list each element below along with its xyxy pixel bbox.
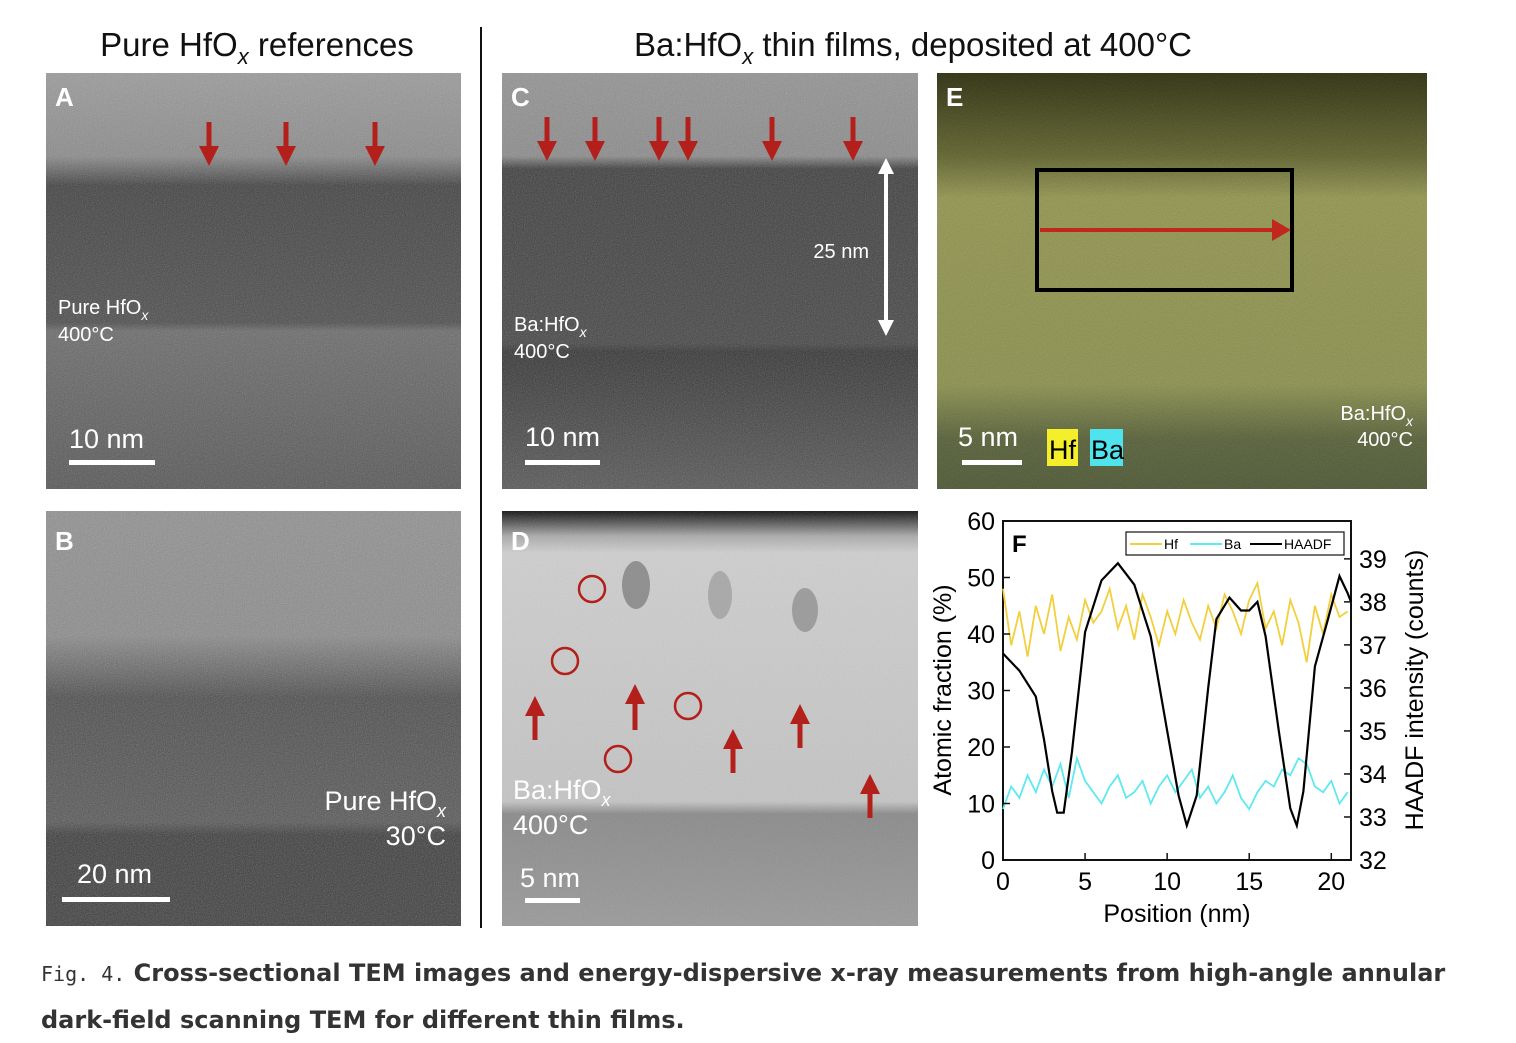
region-box [1035, 168, 1294, 292]
scale-bar [525, 898, 580, 903]
series-line-hf [1002, 580, 1349, 663]
series-line-ba [1002, 755, 1349, 811]
hf-legend-swatch [1047, 429, 1078, 466]
x-tick-label: 0 [996, 868, 1010, 896]
sample-label: Pure HfOx [58, 297, 149, 323]
scale-bar-label: 5 nm [520, 863, 580, 893]
y-tick-label: 40 [967, 621, 995, 649]
panel-c: C 25 nm Ba:HfOx 400°C 10 nm [502, 73, 918, 489]
caption-label: Fig. 4. [41, 962, 126, 986]
legend-box [1125, 531, 1345, 556]
x-tick-label: 5 [1078, 868, 1092, 896]
temperature-label: 400°C [1357, 429, 1413, 451]
y-tick-label: 20 [967, 734, 995, 762]
y2-tick-label: 32 [1359, 847, 1387, 875]
thickness-label: 25 nm [813, 241, 869, 263]
caption-text: Cross-sectional TEM images and energy-di… [41, 959, 1446, 1034]
circle-marker-icon [550, 646, 580, 676]
scale-bar [62, 897, 170, 902]
temperature-label: 400°C [58, 324, 114, 346]
red-arrows [537, 117, 863, 161]
y2-tick-label: 37 [1359, 632, 1387, 660]
temperature-label: 30°C [386, 821, 446, 851]
scale-bar [525, 460, 600, 465]
panel-letter: F [1012, 531, 1027, 558]
panel-letter: E [946, 82, 963, 112]
y-axis-label: Atomic fraction (%) [929, 584, 957, 795]
plot-area [1002, 520, 1352, 861]
y2-tick-label: 36 [1359, 675, 1387, 703]
ticks-layer: 0 5 10 15 20 0 10 20 30 40 50 60 32 33 34 35 36 37 38 39 [967, 508, 1387, 896]
x-axis-label: Position (nm) [1103, 900, 1250, 928]
scale-bar-label: 10 nm [525, 422, 600, 452]
sample-label: Ba:HfOx [513, 775, 612, 810]
x-tick-label: 15 [1235, 868, 1263, 896]
heading-ba-hfox: Ba:HfOx thin films, deposited at 400°C [634, 26, 1192, 69]
panel-e: E Ba:HfOx 400°C 5 nm Hf Ba [937, 73, 1427, 489]
temperature-label: 400°C [514, 341, 570, 363]
sample-label: Pure HfOx [324, 786, 447, 821]
panel-letter: D [511, 526, 530, 556]
ba-legend-label: Ba [1091, 435, 1125, 465]
y-tick-label: 0 [981, 847, 995, 875]
panel-letter: A [55, 82, 74, 112]
red-arrows [525, 684, 880, 818]
profile-arrowhead-icon [1272, 219, 1291, 241]
panel-letter: C [511, 82, 530, 112]
panel-a: A Pure HfOx 400°C 10 nm [46, 73, 461, 489]
scale-bar-label: 20 nm [77, 859, 152, 889]
y2-tick-label: 39 [1359, 546, 1387, 574]
figure-caption: Fig. 4. Cross-sectional TEM images and e… [41, 950, 1461, 1043]
series-line-haadf [1002, 561, 1353, 830]
y2-tick-label: 33 [1359, 804, 1387, 832]
legend: Hf Ba HAADF [1125, 531, 1345, 556]
y-tick-label: 10 [967, 791, 995, 819]
heading-pure-hfox: Pure HfOx references [100, 26, 414, 69]
sample-label: Ba:HfOx [1340, 403, 1414, 429]
legend-label-hf: Hf [1164, 536, 1178, 552]
legend-label-ba: Ba [1224, 536, 1241, 552]
panel-d: D Ba:HfOx 400°C 5 nm [502, 511, 918, 926]
y2-tick-label: 35 [1359, 718, 1387, 746]
x-tick-label: 10 [1153, 868, 1181, 896]
sample-label: Ba:HfOx [514, 314, 588, 340]
y2-tick-label: 38 [1359, 589, 1387, 617]
temperature-label: 400°C [513, 810, 588, 840]
legend-label-haadf: HAADF [1284, 536, 1331, 552]
circle-marker-icon [673, 691, 703, 721]
series-layer [1002, 561, 1353, 830]
y2-axis-label: HAADF intensity (counts) [1401, 550, 1429, 831]
scale-bar [69, 460, 155, 465]
y2-tick-label: 34 [1359, 761, 1387, 789]
ba-legend-swatch [1090, 429, 1123, 466]
scale-bar-label: 5 nm [958, 422, 1018, 452]
hf-legend-label: Hf [1049, 435, 1076, 465]
panel-b: B Pure HfOx 30°C 20 nm [46, 511, 461, 926]
circle-marker-icon [577, 574, 607, 604]
red-circles [550, 574, 703, 774]
y-tick-label: 60 [967, 508, 995, 536]
scale-bar [962, 460, 1022, 465]
y-tick-label: 30 [967, 678, 995, 706]
red-arrows [199, 122, 385, 166]
circle-marker-icon [603, 744, 633, 774]
y-tick-label: 50 [967, 565, 995, 593]
x-tick-label: 20 [1317, 868, 1345, 896]
panel-letter: B [55, 526, 74, 556]
scale-bar-label: 10 nm [69, 424, 144, 454]
